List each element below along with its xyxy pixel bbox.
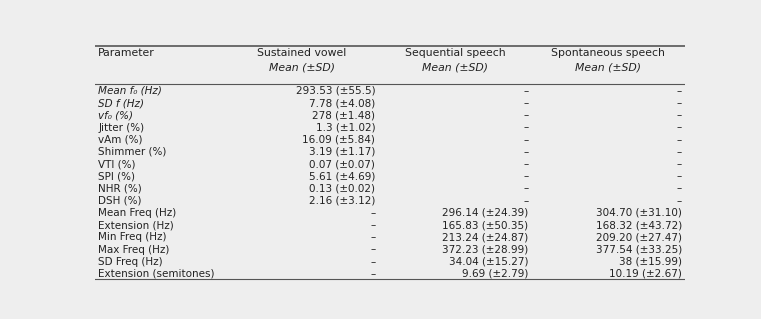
Bar bbox=[95, 145, 685, 157]
Text: Jitter (%): Jitter (%) bbox=[98, 122, 144, 132]
Text: Parameter: Parameter bbox=[98, 48, 154, 58]
Text: VTI (%): VTI (%) bbox=[98, 159, 135, 169]
Text: 213.24 (±24.87): 213.24 (±24.87) bbox=[442, 232, 529, 242]
Text: –: – bbox=[524, 159, 529, 169]
Bar bbox=[95, 194, 685, 206]
Text: –: – bbox=[524, 147, 529, 157]
Text: SD Freq (Hz): SD Freq (Hz) bbox=[98, 257, 163, 267]
Text: –: – bbox=[677, 171, 682, 182]
Text: 372.23 (±28.99): 372.23 (±28.99) bbox=[442, 245, 529, 255]
Bar bbox=[95, 84, 685, 96]
Text: 38 (±15.99): 38 (±15.99) bbox=[619, 257, 682, 267]
Bar bbox=[95, 218, 685, 230]
Text: Sequential speech: Sequential speech bbox=[405, 48, 505, 58]
Text: Mean (±SD): Mean (±SD) bbox=[269, 63, 335, 73]
Text: –: – bbox=[524, 135, 529, 145]
Bar bbox=[95, 230, 685, 242]
Text: 16.09 (±5.84): 16.09 (±5.84) bbox=[302, 135, 375, 145]
Text: SD f (Hz): SD f (Hz) bbox=[98, 98, 144, 108]
Text: 2.16 (±3.12): 2.16 (±3.12) bbox=[309, 196, 375, 206]
Text: 304.70 (±31.10): 304.70 (±31.10) bbox=[596, 208, 682, 218]
Text: 10.19 (±2.67): 10.19 (±2.67) bbox=[609, 269, 682, 279]
Text: –: – bbox=[524, 171, 529, 182]
Text: SPI (%): SPI (%) bbox=[98, 171, 135, 182]
Text: –: – bbox=[677, 196, 682, 206]
Text: –: – bbox=[677, 183, 682, 194]
Text: –: – bbox=[370, 269, 375, 279]
Text: 7.78 (±4.08): 7.78 (±4.08) bbox=[309, 98, 375, 108]
Bar bbox=[95, 206, 685, 218]
Text: Mean Freq (Hz): Mean Freq (Hz) bbox=[98, 208, 177, 218]
Text: 0.07 (±0.07): 0.07 (±0.07) bbox=[310, 159, 375, 169]
Text: –: – bbox=[677, 147, 682, 157]
Text: Mean (±SD): Mean (±SD) bbox=[422, 63, 488, 73]
Bar bbox=[95, 182, 685, 194]
Text: –: – bbox=[677, 98, 682, 108]
Text: –: – bbox=[370, 245, 375, 255]
Text: Spontaneous speech: Spontaneous speech bbox=[551, 48, 665, 58]
Text: 165.83 (±50.35): 165.83 (±50.35) bbox=[442, 220, 529, 230]
Text: –: – bbox=[370, 232, 375, 242]
Text: –: – bbox=[370, 208, 375, 218]
Text: 296.14 (±24.39): 296.14 (±24.39) bbox=[442, 208, 529, 218]
Text: vf₀ (%): vf₀ (%) bbox=[98, 110, 133, 120]
Text: –: – bbox=[524, 86, 529, 96]
Bar bbox=[95, 132, 685, 145]
Bar bbox=[95, 157, 685, 169]
Bar bbox=[95, 96, 685, 108]
Text: NHR (%): NHR (%) bbox=[98, 183, 142, 194]
Text: 34.04 (±15.27): 34.04 (±15.27) bbox=[449, 257, 529, 267]
Text: 5.61 (±4.69): 5.61 (±4.69) bbox=[309, 171, 375, 182]
Text: 293.53 (±55.5): 293.53 (±55.5) bbox=[295, 86, 375, 96]
Bar bbox=[95, 120, 685, 132]
Text: 377.54 (±33.25): 377.54 (±33.25) bbox=[596, 245, 682, 255]
Text: Min Freq (Hz): Min Freq (Hz) bbox=[98, 232, 167, 242]
Bar bbox=[95, 255, 685, 267]
Text: Sustained vowel: Sustained vowel bbox=[257, 48, 346, 58]
Text: –: – bbox=[524, 122, 529, 132]
Bar bbox=[95, 169, 685, 182]
Bar bbox=[95, 242, 685, 255]
Text: 3.19 (±1.17): 3.19 (±1.17) bbox=[309, 147, 375, 157]
Text: 278 (±1.48): 278 (±1.48) bbox=[312, 110, 375, 120]
Text: Mean (±SD): Mean (±SD) bbox=[575, 63, 642, 73]
Text: –: – bbox=[370, 220, 375, 230]
Bar bbox=[95, 267, 685, 279]
Text: 1.3 (±1.02): 1.3 (±1.02) bbox=[316, 122, 375, 132]
Text: –: – bbox=[677, 122, 682, 132]
Text: –: – bbox=[524, 110, 529, 120]
Text: 0.13 (±0.02): 0.13 (±0.02) bbox=[309, 183, 375, 194]
Text: –: – bbox=[370, 257, 375, 267]
Text: vAm (%): vAm (%) bbox=[98, 135, 142, 145]
Bar bbox=[95, 108, 685, 120]
Text: DSH (%): DSH (%) bbox=[98, 196, 142, 206]
Text: –: – bbox=[677, 110, 682, 120]
Text: –: – bbox=[677, 135, 682, 145]
Text: Extension (semitones): Extension (semitones) bbox=[98, 269, 215, 279]
Text: –: – bbox=[524, 196, 529, 206]
Text: Max Freq (Hz): Max Freq (Hz) bbox=[98, 245, 170, 255]
Text: –: – bbox=[524, 183, 529, 194]
Text: –: – bbox=[677, 159, 682, 169]
Text: Shimmer (%): Shimmer (%) bbox=[98, 147, 167, 157]
Text: –: – bbox=[524, 98, 529, 108]
Text: 9.69 (±2.79): 9.69 (±2.79) bbox=[462, 269, 529, 279]
Text: Extension (Hz): Extension (Hz) bbox=[98, 220, 174, 230]
Text: –: – bbox=[677, 86, 682, 96]
Text: 168.32 (±43.72): 168.32 (±43.72) bbox=[596, 220, 682, 230]
Text: Mean f₀ (Hz): Mean f₀ (Hz) bbox=[98, 86, 162, 96]
Text: 209.20 (±27.47): 209.20 (±27.47) bbox=[596, 232, 682, 242]
